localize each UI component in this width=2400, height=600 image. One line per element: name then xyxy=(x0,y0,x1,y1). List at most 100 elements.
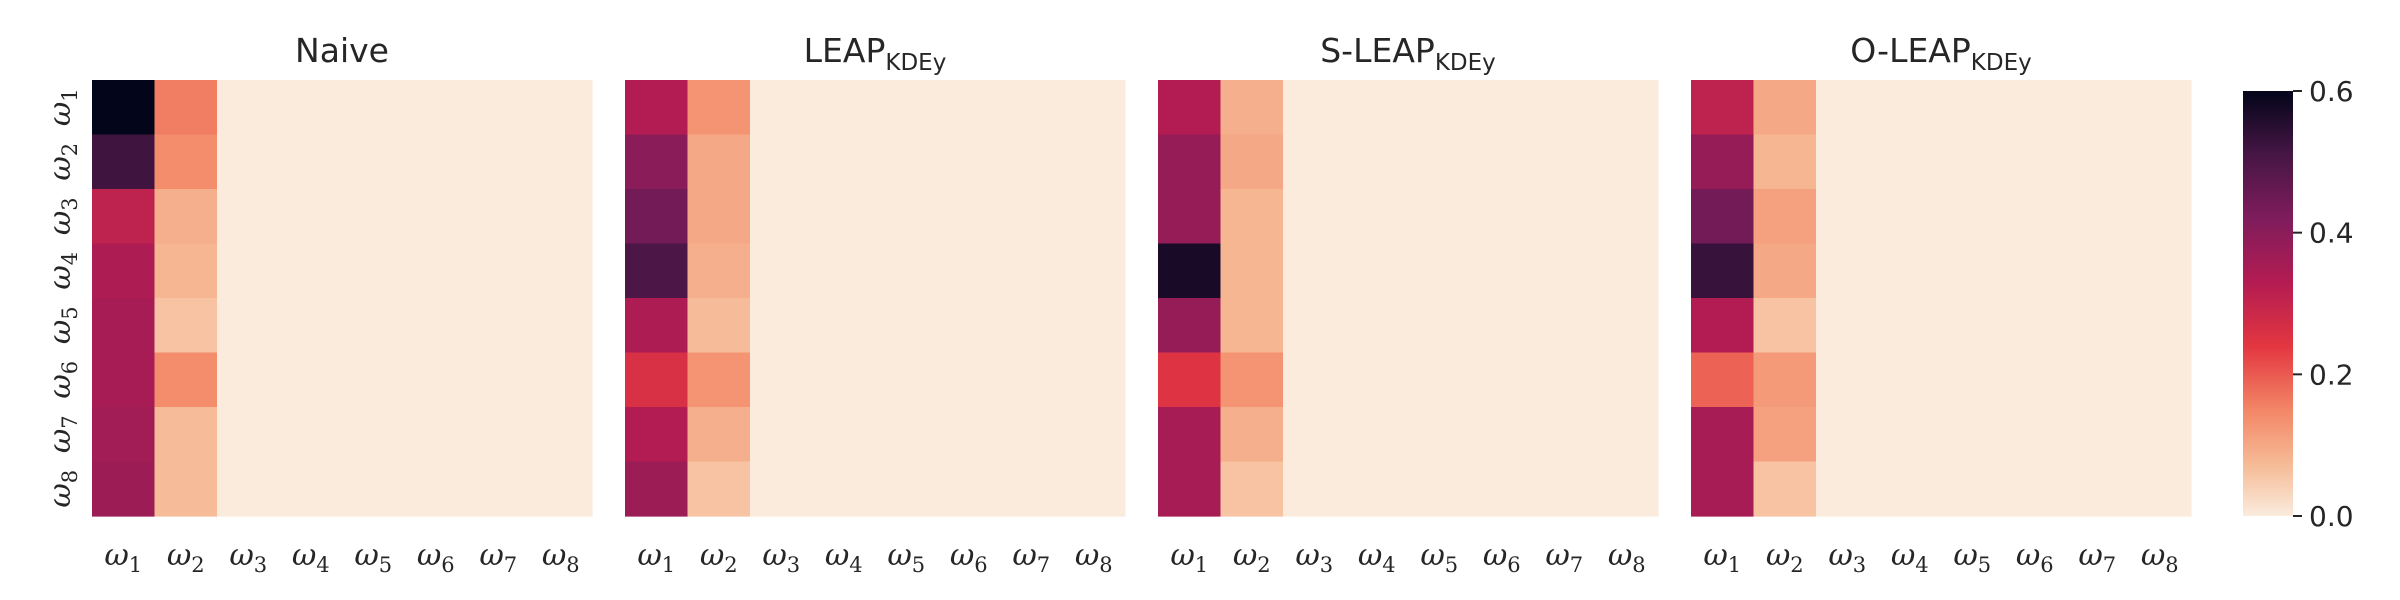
panel-title: LEAPKDEy xyxy=(804,31,947,76)
heatmap-cell xyxy=(529,80,593,136)
x-tick-label-index: 3 xyxy=(787,553,800,577)
heatmap-cell xyxy=(2003,407,2067,463)
heatmap-cell xyxy=(2003,461,2067,517)
x-tick-label-index: 6 xyxy=(2040,553,2053,577)
heatmap-cell xyxy=(1000,134,1064,190)
x-tick-label: ω2 xyxy=(1233,538,1271,577)
heatmap-cell xyxy=(404,243,468,299)
x-tick-label-symbol: ω xyxy=(825,538,849,573)
heatmap-cell xyxy=(467,80,531,136)
panel-title: S-LEAPKDEy xyxy=(1320,31,1496,76)
heatmap-cell xyxy=(1158,407,1222,463)
heatmap-cell xyxy=(217,352,281,408)
heatmap-cell xyxy=(1062,461,1126,517)
heatmap-cell xyxy=(154,298,218,354)
heatmap-cell xyxy=(750,134,814,190)
x-tick-label: ω7 xyxy=(479,538,517,577)
colorbar-gradient xyxy=(2243,91,2293,516)
heatmap-cell xyxy=(404,80,468,136)
x-tick-label-symbol: ω xyxy=(700,538,724,573)
heatmap-cell xyxy=(1345,189,1409,245)
heatmap-cell xyxy=(1878,189,1942,245)
heatmap-cell xyxy=(1753,298,1817,354)
heatmap-cell xyxy=(1753,243,1817,299)
heatmap-cell xyxy=(1470,189,1534,245)
x-tick-label-symbol: ω xyxy=(167,538,191,573)
x-tick-label-symbol: ω xyxy=(887,538,911,573)
heatmap-cell xyxy=(279,189,343,245)
x-tick-label-index: 5 xyxy=(912,553,925,577)
x-tick-label-symbol: ω xyxy=(1703,538,1727,573)
heatmap-cell xyxy=(750,243,814,299)
x-tick-label-symbol: ω xyxy=(2078,538,2102,573)
x-tick-label: ω6 xyxy=(417,538,455,577)
heatmap-cell xyxy=(625,461,689,517)
heatmap-cell xyxy=(467,298,531,354)
heatmap-cell xyxy=(2066,243,2130,299)
heatmap-cell xyxy=(1753,189,1817,245)
heatmap-cell xyxy=(1408,461,1472,517)
x-tick-label-symbol: ω xyxy=(1295,538,1319,573)
heatmap-cell xyxy=(1533,352,1597,408)
heatmap-cell xyxy=(1595,352,1659,408)
heatmap-cell xyxy=(750,298,814,354)
y-tick-label: ω8 xyxy=(43,470,82,508)
heatmap-cell xyxy=(750,352,814,408)
heatmap-cell xyxy=(875,352,939,408)
heatmap-cell xyxy=(279,134,343,190)
x-tick-label-index: 6 xyxy=(441,553,454,577)
x-tick-label-index: 1 xyxy=(662,553,675,577)
x-tick-label-index: 3 xyxy=(1320,553,1333,577)
heatmap-cell xyxy=(1533,461,1597,517)
x-tick-label-symbol: ω xyxy=(2016,538,2040,573)
y-tick-label-index: 5 xyxy=(58,306,82,319)
x-tick-label-index: 7 xyxy=(2103,553,2116,577)
heatmap-cell xyxy=(529,461,593,517)
heatmap-cell xyxy=(279,352,343,408)
heatmap-cell xyxy=(875,243,939,299)
heatmap-cell xyxy=(2066,189,2130,245)
heatmap-cell xyxy=(217,189,281,245)
x-tick-label: ω3 xyxy=(762,538,800,577)
heatmap-cell xyxy=(625,243,689,299)
x-tick-label: ω8 xyxy=(1075,538,1113,577)
x-tick-label-index: 2 xyxy=(724,553,737,577)
heatmap-cell xyxy=(1408,189,1472,245)
heatmap-cell xyxy=(687,243,751,299)
x-tick-label-symbol: ω xyxy=(1545,538,1569,573)
heatmap-cell xyxy=(2003,298,2067,354)
y-tick-label: ω7 xyxy=(43,415,82,453)
y-tick-label: ω6 xyxy=(43,361,82,399)
heatmap-cell xyxy=(2128,461,2192,517)
y-tick-label-index: 4 xyxy=(58,252,82,265)
heatmap-cell xyxy=(2128,243,2192,299)
heatmap-cell xyxy=(937,461,1001,517)
heatmap-cell xyxy=(687,352,751,408)
heatmap-cell xyxy=(1878,243,1942,299)
y-tick-label-index: 1 xyxy=(58,88,82,101)
heatmap-cell xyxy=(1941,189,2005,245)
heatmap-cell xyxy=(1408,134,1472,190)
x-tick-label-index: 7 xyxy=(1037,553,1050,577)
heatmap-cell xyxy=(1595,407,1659,463)
heatmap-cell xyxy=(812,134,876,190)
panel-title-subscript: KDEy xyxy=(1435,50,1496,76)
x-tick-label-index: 7 xyxy=(504,553,517,577)
x-tick-label: ω8 xyxy=(542,538,580,577)
heatmap-cell xyxy=(92,352,156,408)
heatmap-cell xyxy=(154,189,218,245)
x-tick-label-index: 8 xyxy=(566,553,579,577)
x-tick-label-symbol: ω xyxy=(637,538,661,573)
x-tick-label-symbol: ω xyxy=(542,538,566,573)
heatmap-cell xyxy=(2128,134,2192,190)
x-tick-label-index: 2 xyxy=(1257,553,1270,577)
x-tick-label-index: 8 xyxy=(2165,553,2178,577)
x-tick-label: ω6 xyxy=(2016,538,2054,577)
heatmap-cell xyxy=(1345,352,1409,408)
x-tick-label: ω3 xyxy=(1295,538,1333,577)
heatmap-cell xyxy=(279,298,343,354)
x-tick-label: ω4 xyxy=(1358,538,1396,577)
heatmap-cell xyxy=(1595,243,1659,299)
